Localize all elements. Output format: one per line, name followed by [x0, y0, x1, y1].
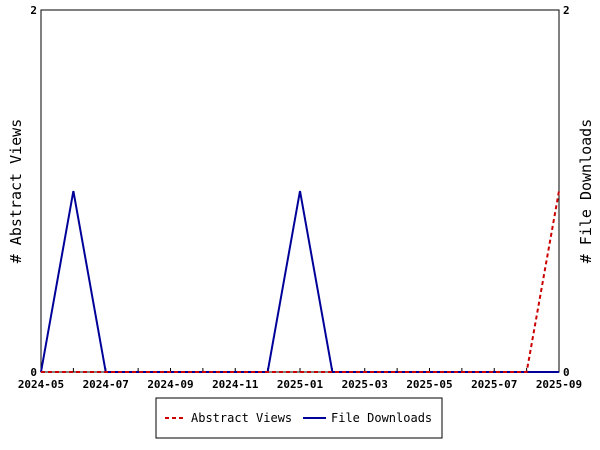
x-tick-label: 2025-01	[277, 378, 324, 391]
x-tick-label: 2025-09	[536, 378, 582, 391]
y2-axis-title: # File Downloads	[577, 119, 595, 264]
legend: Abstract Views File Downloads	[155, 397, 443, 439]
y-axis-title: # Abstract Views	[7, 119, 25, 264]
x-tick-label: 2024-07	[83, 378, 129, 391]
x-axis-ticks: 2024-05 2024-07 2024-09 2024-11 2025-01 2025-…	[18, 368, 582, 391]
series-line-abstract-views	[41, 190, 560, 373]
x-tick-label: 2025-07	[471, 378, 517, 391]
legend-label-file-downloads: File Downloads	[331, 411, 432, 425]
y2-tick-label: 0	[563, 366, 570, 379]
x-tick-label: 2024-11	[212, 378, 259, 391]
x-tick-label: 2024-05	[18, 378, 64, 391]
x-tick-label: 2024-09	[147, 378, 193, 391]
legend-box	[155, 397, 443, 439]
x-tick-label: 2025-03	[342, 378, 388, 391]
series-layer	[40, 190, 560, 373]
y-tick-label: 0	[30, 366, 37, 379]
x-tick-label: 2025-05	[406, 378, 452, 391]
legend-label-abstract-views: Abstract Views	[191, 411, 292, 425]
y2-tick-label: 2	[563, 4, 570, 17]
y-tick-label: 2	[30, 4, 37, 17]
